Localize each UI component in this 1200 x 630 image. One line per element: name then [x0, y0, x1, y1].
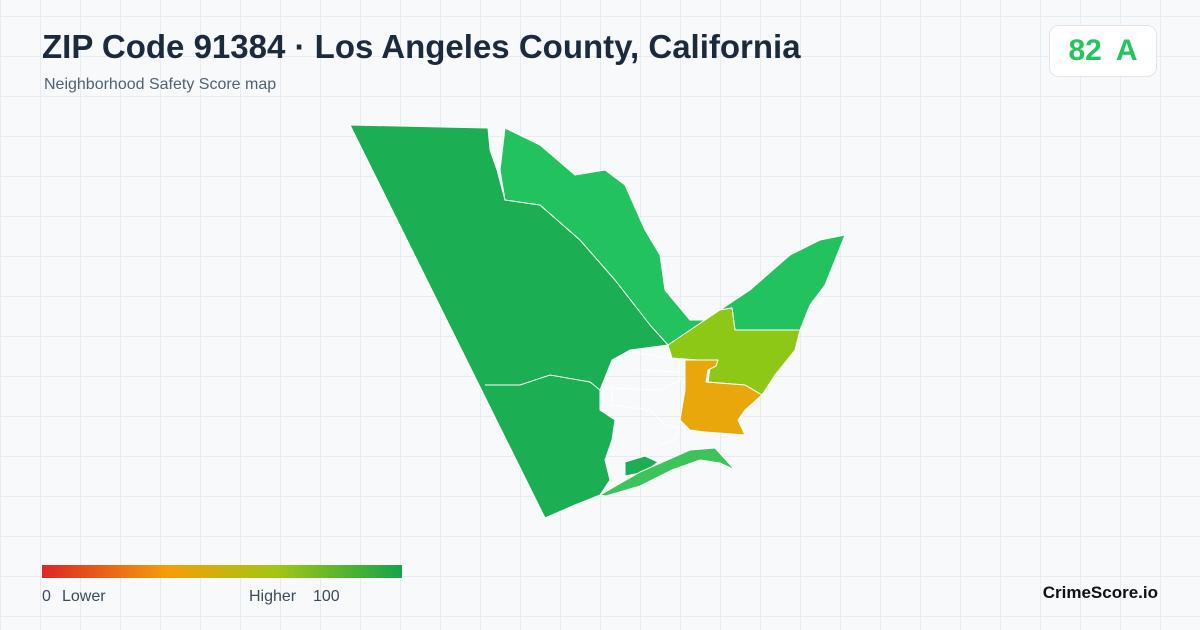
region	[599, 447, 736, 497]
legend-min-label: Lower	[62, 588, 106, 605]
title: ZIP Code 91384 · Los Angeles County, Cal…	[42, 28, 801, 65]
region	[679, 359, 763, 436]
district-border	[611, 351, 681, 446]
region	[349, 124, 669, 519]
region	[719, 234, 846, 331]
legend-gradient	[42, 565, 402, 578]
score-grade: A	[1115, 34, 1138, 67]
score-value: 82	[1068, 34, 1102, 67]
legend-min: 0	[42, 588, 51, 605]
brand: CrimeScore.io	[1042, 583, 1158, 602]
legend-max: 100	[313, 588, 340, 605]
district-border	[634, 369, 681, 373]
score-badge: 82 A	[1049, 25, 1157, 77]
subtitle: Neighborhood Safety Score map	[44, 76, 277, 93]
district-border	[485, 374, 601, 391]
legend-max-label: Higher	[249, 588, 297, 605]
